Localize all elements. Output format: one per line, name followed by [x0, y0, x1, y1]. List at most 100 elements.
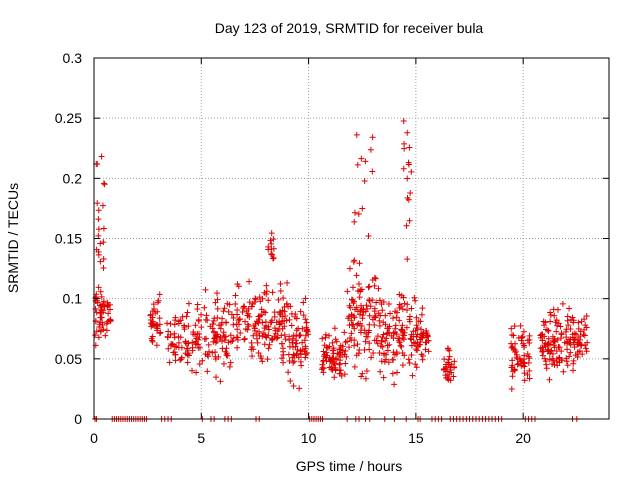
data-point [100, 180, 107, 187]
data-point [105, 310, 112, 317]
data-point [212, 299, 219, 306]
data-point [580, 331, 587, 338]
data-point [215, 354, 222, 361]
data-point [201, 335, 208, 342]
data-point [153, 327, 160, 334]
data-point [519, 333, 526, 340]
data-point [545, 335, 552, 342]
data-point [353, 304, 360, 311]
data-point [184, 309, 191, 316]
data-point [348, 337, 355, 344]
data-point [341, 329, 348, 336]
data-point [217, 378, 224, 385]
data-point [377, 312, 384, 319]
data-point [282, 336, 289, 343]
data-point [442, 372, 449, 379]
data-point [396, 339, 403, 346]
data-point [363, 368, 370, 375]
y-tick-label: 0.25 [55, 110, 82, 126]
data-point [546, 376, 553, 383]
data-point [178, 344, 185, 351]
data-point [349, 297, 356, 304]
data-point [107, 316, 114, 323]
data-point [413, 333, 420, 340]
data-point [292, 313, 299, 320]
data-point [405, 159, 412, 166]
data-point [413, 314, 420, 321]
data-point [561, 339, 568, 346]
data-point [297, 331, 304, 338]
data-point [418, 311, 425, 318]
data-point [383, 335, 390, 342]
data-point [377, 343, 384, 350]
data-point [332, 365, 339, 372]
data-point [520, 328, 527, 335]
data-point [320, 357, 327, 364]
data-point [297, 308, 304, 315]
data-point [571, 330, 578, 337]
data-point [95, 251, 102, 258]
data-point [260, 330, 267, 337]
data-point [265, 345, 272, 352]
data-point [100, 239, 107, 246]
data-point [229, 337, 236, 344]
data-point [149, 333, 156, 340]
data-point [408, 352, 415, 359]
data-point [568, 316, 575, 323]
data-point [184, 340, 191, 347]
data-point [223, 345, 230, 352]
data-point [95, 216, 102, 223]
data-point [271, 325, 278, 332]
data-point [354, 161, 361, 168]
data-point [382, 312, 389, 319]
data-point [319, 335, 326, 342]
data-point [549, 333, 556, 340]
data-point [526, 367, 533, 374]
data-point [399, 322, 406, 329]
data-point [577, 336, 584, 343]
data-point [302, 295, 309, 302]
data-point [192, 322, 199, 329]
data-point [364, 333, 371, 340]
data-point [509, 357, 516, 364]
data-point [260, 308, 267, 315]
data-point [547, 312, 554, 319]
data-point [409, 372, 416, 379]
data-point [365, 284, 372, 291]
plot-frame [93, 57, 610, 420]
data-point [414, 347, 421, 354]
data-point [153, 342, 160, 349]
data-point [286, 333, 293, 340]
data-point [223, 350, 230, 357]
data-point [400, 117, 407, 124]
data-point [285, 351, 292, 358]
data-point [581, 332, 588, 339]
data-point [403, 324, 410, 331]
data-point [387, 310, 394, 317]
data-point [509, 368, 516, 375]
data-point [339, 343, 346, 350]
data-point [336, 367, 343, 374]
data-point [331, 325, 338, 332]
data-point [210, 338, 217, 345]
data-point [378, 358, 385, 365]
data-point [380, 298, 387, 305]
data-point [373, 299, 380, 306]
data-point [222, 348, 229, 355]
data-point [359, 312, 366, 319]
data-point [246, 278, 253, 285]
data-point [385, 359, 392, 366]
data-point [358, 373, 365, 380]
data-point [99, 322, 106, 329]
data-point [280, 359, 287, 366]
data-point [97, 327, 104, 334]
data-point [564, 346, 571, 353]
data-point [379, 307, 386, 314]
data-point [166, 359, 173, 366]
data-point [165, 345, 172, 352]
data-point [400, 165, 407, 172]
data-point [220, 329, 227, 336]
data-point [104, 299, 111, 306]
data-point [372, 314, 379, 321]
data-point [419, 353, 426, 360]
